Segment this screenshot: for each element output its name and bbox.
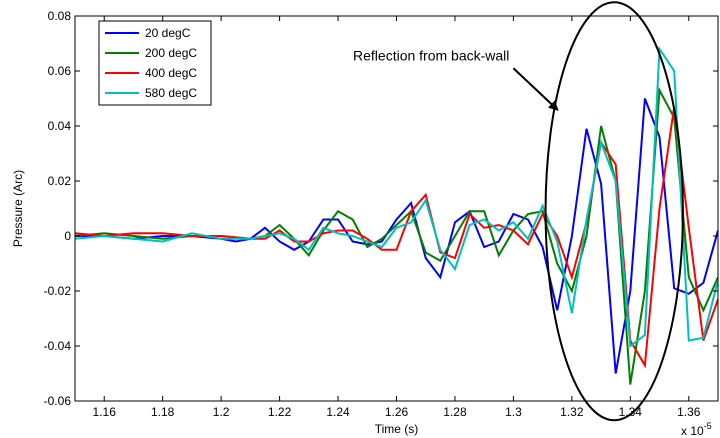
y-tick-label: 0.02 — [48, 174, 72, 188]
y-tick-label: 0.06 — [48, 64, 72, 78]
y-axis-label: Pressure (Arc) — [11, 170, 25, 247]
legend-label: 400 degC — [145, 66, 197, 80]
x-tick-label: 1.24 — [326, 405, 350, 419]
annotation-arrow — [512, 67, 559, 111]
x-tick-label: 1.26 — [385, 405, 409, 419]
x-tick-label: 1.18 — [151, 405, 175, 419]
x-axis-multiplier: x 10-5 — [681, 421, 712, 438]
annotation-ellipse — [544, 1, 684, 422]
x-tick-label: 1.22 — [268, 405, 292, 419]
y-tick-label: -0.06 — [44, 394, 72, 408]
series-layer — [75, 45, 718, 385]
annotation-layer: Reflection from back-wall — [353, 1, 684, 422]
y-tick-label: -0.04 — [44, 339, 72, 353]
x-tick-label: 1.28 — [443, 405, 467, 419]
annotation-text: Reflection from back-wall — [353, 47, 509, 63]
legend-label: 20 degC — [145, 26, 191, 40]
y-tick-label: 0.04 — [48, 119, 72, 133]
y-tick-label: -0.02 — [44, 284, 72, 298]
x-tick-label: 1.3 — [505, 405, 522, 419]
legend: 20 degC 200 degC 400 degC 580 degC — [98, 20, 212, 106]
x-axis-label: Time (s) — [375, 422, 419, 436]
series-line-580-degC — [75, 45, 718, 348]
legend-label: 580 degC — [145, 86, 197, 100]
y-tick-label: 0.08 — [48, 9, 72, 23]
x-tick-label: 1.16 — [93, 405, 117, 419]
series-line-20-degC — [75, 98, 718, 374]
x-tick-label: 1.2 — [213, 405, 230, 419]
ticks-layer: 1.16 1.18 1.2 1.22 1.24 1.26 1.28 1.3 1.32 1.34 1.… — [44, 9, 718, 419]
x-tick-label: 1.32 — [560, 405, 584, 419]
legend-label: 200 degC — [145, 46, 197, 60]
legend-box — [98, 20, 212, 106]
y-tick-label: 0 — [64, 229, 71, 243]
x-tick-label: 1.36 — [677, 405, 701, 419]
